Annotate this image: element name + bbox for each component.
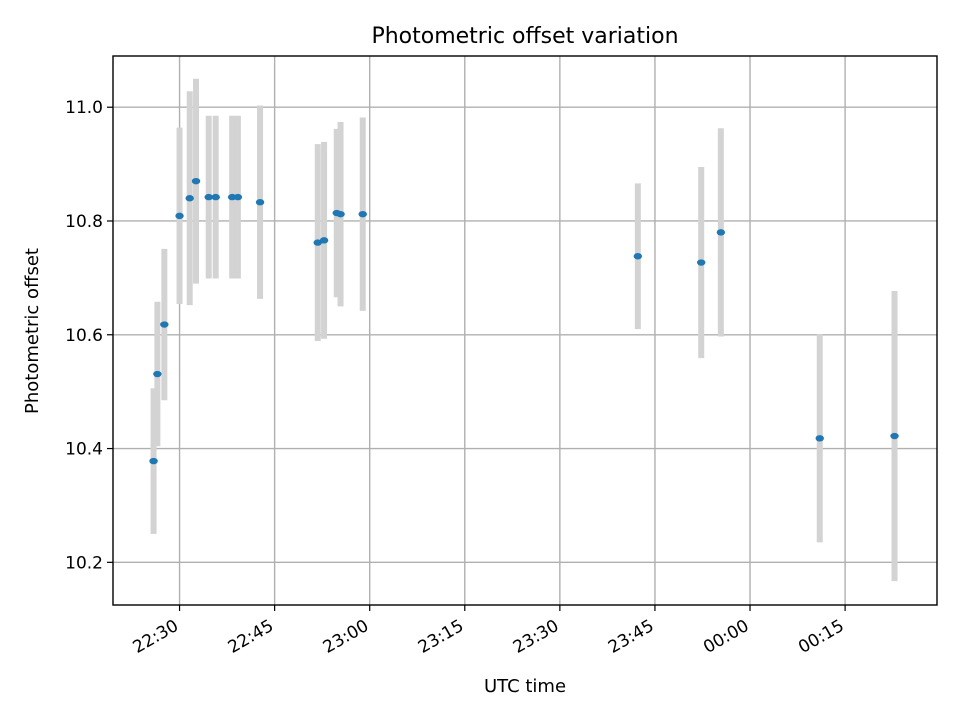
data-point	[160, 321, 169, 328]
grid-lines	[113, 56, 937, 605]
data-point	[336, 210, 345, 218]
y-axis-label: Photometric offset	[22, 248, 43, 414]
y-tick-label: 10.8	[65, 212, 103, 232]
data-point	[319, 237, 329, 244]
data-point	[313, 239, 322, 246]
data-point	[716, 229, 726, 236]
x-axis-label: UTC time	[484, 676, 566, 697]
data-point	[149, 457, 158, 465]
y-tick-label: 10.4	[65, 440, 103, 460]
data-points	[149, 177, 899, 465]
data-point	[358, 210, 367, 218]
data-point	[633, 253, 643, 260]
data-point	[185, 195, 194, 202]
plot-frame	[112, 55, 938, 606]
data-point	[697, 259, 706, 266]
chart-title: Photometric offset variation	[371, 24, 678, 49]
data-point	[153, 370, 162, 378]
data-point	[233, 193, 243, 201]
data-point	[175, 212, 184, 220]
data-point	[890, 432, 899, 440]
data-point	[204, 193, 213, 201]
data-point	[211, 193, 220, 201]
data-point	[815, 435, 824, 442]
data-point	[191, 177, 201, 185]
y-tick-label: 10.2	[65, 553, 103, 573]
y-tick-label: 11.0	[65, 98, 103, 118]
y-tick-label: 10.6	[65, 326, 103, 346]
data-point	[255, 199, 265, 206]
